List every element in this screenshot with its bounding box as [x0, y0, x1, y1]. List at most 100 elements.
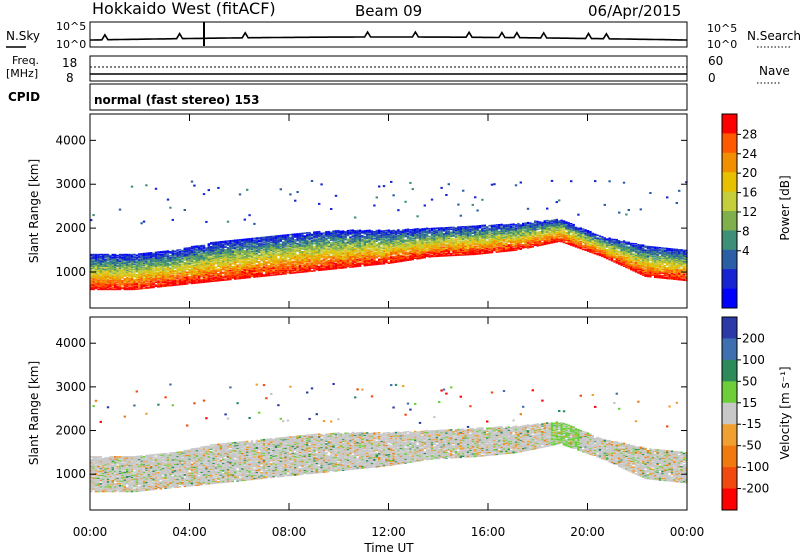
- data-cell: [291, 239, 294, 241]
- data-cell: [135, 269, 138, 272]
- data-cell: [97, 270, 100, 272]
- data-cell: [267, 242, 270, 245]
- data-cell: [169, 278, 172, 280]
- data-cell: [214, 271, 218, 274]
- data-cell: [226, 249, 230, 251]
- data-cell: [195, 253, 198, 255]
- data-cell: [92, 281, 95, 284]
- data-cell: [248, 273, 251, 276]
- data-cell: [190, 254, 194, 257]
- data-cell: [296, 237, 299, 240]
- data-cell: [356, 262, 359, 265]
- data-cell: [174, 269, 177, 272]
- data-cell: [123, 254, 126, 257]
- data-cell: [253, 254, 256, 256]
- data-cell: [114, 273, 117, 275]
- data-cell: [260, 267, 263, 270]
- data-cell: [234, 248, 237, 250]
- data-cell: [313, 241, 316, 243]
- data-cell: [265, 242, 268, 244]
- data-cell: [195, 267, 198, 270]
- data-cell: [238, 239, 242, 241]
- data-cell: [315, 250, 318, 253]
- data-cell: [195, 254, 198, 256]
- data-cell: [243, 267, 246, 270]
- data-cell: [130, 258, 134, 261]
- data-cell: [344, 231, 347, 233]
- data-cell: [138, 264, 141, 267]
- data-cell: [250, 272, 254, 275]
- data-cell: [186, 247, 189, 249]
- data-cell: [236, 264, 239, 266]
- data-cell: [272, 260, 275, 263]
- data-cell: [154, 261, 158, 263]
- data-cell: [114, 282, 117, 285]
- data-cell: [267, 257, 270, 259]
- data-cell: [198, 259, 201, 262]
- data-cell: [190, 252, 194, 255]
- data-cell: [164, 277, 167, 280]
- data-cell: [298, 241, 302, 244]
- data-cell: [224, 265, 227, 268]
- data-cell: [306, 237, 309, 240]
- data-cell: [320, 245, 323, 247]
- data-cell: [330, 232, 333, 235]
- data-cell: [344, 237, 347, 240]
- data-cell: [164, 282, 167, 284]
- data-cell: [130, 275, 134, 277]
- data-cell: [255, 265, 258, 267]
- data-cell: [162, 275, 165, 278]
- data-cell: [121, 256, 124, 259]
- data-cell: [99, 265, 102, 267]
- data-cell: [277, 239, 280, 242]
- data-cell: [279, 240, 282, 243]
- data-cell: [224, 272, 227, 274]
- data-cell: [289, 245, 292, 247]
- data-cell: [238, 252, 242, 255]
- data-cell: [90, 278, 93, 280]
- data-cell: [284, 245, 287, 247]
- data-cell: [274, 240, 278, 242]
- data-cell: [289, 269, 292, 272]
- data-cell: [159, 275, 162, 277]
- data-cell: [349, 233, 352, 236]
- data-cell: [142, 256, 146, 259]
- data-cell: [253, 259, 256, 262]
- data-cell: [260, 250, 263, 252]
- data-cell: [118, 287, 122, 290]
- data-cell: [284, 257, 287, 260]
- data-cell: [344, 262, 347, 265]
- data-cell: [243, 269, 246, 272]
- data-cell: [265, 243, 268, 245]
- data-cell: [236, 257, 239, 260]
- data-cell: [212, 264, 215, 266]
- data-cell: [138, 262, 141, 265]
- data-cell: [246, 263, 249, 265]
- data-cell: [229, 248, 232, 251]
- data-cell: [243, 253, 246, 255]
- data-cell: [253, 257, 256, 260]
- data-cell: [262, 245, 266, 247]
- data-cell: [186, 266, 189, 269]
- data-cell: [195, 258, 198, 261]
- data-cell: [183, 279, 186, 282]
- data-cell: [99, 286, 102, 289]
- data-cell: [236, 277, 239, 279]
- data-cell: [294, 239, 297, 241]
- data-cell: [342, 236, 345, 238]
- data-cell: [193, 274, 196, 277]
- data-cell: [310, 239, 314, 241]
- data-cell: [322, 246, 326, 249]
- data-cell: [164, 271, 167, 274]
- data-cell: [322, 266, 326, 268]
- data-cell: [224, 240, 227, 243]
- data-cell: [171, 283, 174, 286]
- data-cell: [94, 284, 98, 287]
- data-cell: [286, 263, 290, 265]
- data-cell: [272, 242, 275, 244]
- data-cell: [214, 249, 218, 251]
- data-cell: [92, 263, 95, 266]
- data-cell: [140, 253, 143, 255]
- data-cell: [116, 279, 119, 282]
- data-cell: [243, 261, 246, 264]
